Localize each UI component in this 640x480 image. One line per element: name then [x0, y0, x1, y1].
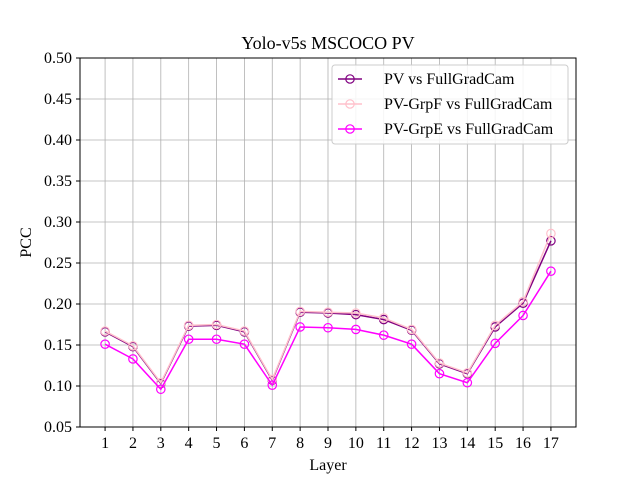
- data-point: [351, 324, 361, 335]
- legend-label: PV vs FullGradCam: [384, 71, 515, 88]
- data-point: [434, 358, 445, 368]
- data-point: [462, 368, 473, 378]
- y-tick-label: 0.40: [44, 132, 72, 149]
- data-point: [434, 368, 445, 379]
- legend-swatch-marker: [345, 74, 355, 84]
- y-tick-label: 0.05: [44, 419, 72, 436]
- x-tick-label: 8: [296, 435, 304, 452]
- data-point: [128, 354, 138, 364]
- legend-item: PV-GrpF vs FullGradCam: [338, 96, 553, 113]
- data-point: [378, 330, 389, 340]
- legend-box: [331, 64, 569, 145]
- x-axis-label: Layer: [309, 457, 347, 474]
- y-tick-label: 0.10: [44, 378, 72, 395]
- data-point: [128, 341, 138, 351]
- y-tick-label: 0.50: [44, 50, 72, 67]
- data-point: [490, 320, 500, 331]
- data-point: [239, 326, 250, 336]
- data-point: [100, 326, 110, 336]
- data-point: [100, 339, 110, 349]
- x-tick-label: 14: [459, 435, 475, 452]
- legend-swatch-marker: [345, 99, 355, 109]
- data-point: [406, 339, 417, 349]
- data-point: [546, 266, 556, 276]
- x-tick-label: 1: [101, 435, 109, 452]
- x-tick-label: 15: [487, 435, 503, 452]
- legend-label: PV-GrpF vs FullGradCam: [384, 96, 553, 113]
- x-tick-label: 5: [213, 435, 221, 452]
- data-point: [295, 306, 305, 317]
- y-tick-label: 0.30: [44, 214, 72, 231]
- y-tick-label: 0.35: [44, 173, 72, 190]
- data-point: [518, 310, 528, 321]
- x-tick-label: 4: [185, 435, 193, 452]
- x-tick-label: 10: [348, 435, 364, 452]
- legend-item: PV vs FullGradCam: [338, 71, 515, 88]
- y-tick-label: 0.45: [44, 91, 72, 108]
- data-point: [462, 377, 473, 388]
- y-tick-label: 0.25: [44, 255, 72, 272]
- data-point: [323, 322, 333, 333]
- x-tick-label: 12: [404, 435, 420, 452]
- data-point: [490, 338, 500, 349]
- x-tick-label: 13: [431, 435, 447, 452]
- x-tick-label: 11: [376, 435, 391, 452]
- data-point: [406, 324, 417, 335]
- legend-label: PV-GrpE vs FullGradCam: [384, 121, 554, 138]
- chart-title: Yolo-v5s MSCOCO PV: [241, 33, 414, 53]
- data-point: [211, 319, 222, 330]
- data-point: [546, 228, 556, 239]
- data-point: [518, 296, 528, 307]
- x-tick-label: 7: [268, 435, 276, 452]
- y-axis-label: PCC: [18, 227, 35, 257]
- data-point: [156, 384, 166, 395]
- series-line: [104, 270, 552, 391]
- y-tick-label: 0.20: [44, 296, 72, 313]
- x-tick-label: 16: [515, 435, 531, 452]
- data-point: [183, 334, 194, 345]
- x-tick-label: 3: [157, 435, 165, 452]
- series-2: [100, 228, 556, 388]
- legend-swatch-marker: [345, 124, 355, 134]
- data-point: [351, 308, 361, 318]
- data-point: [546, 236, 556, 246]
- data-point: [211, 334, 222, 345]
- x-tick-label: 6: [240, 435, 248, 452]
- y-tick-label: 0.15: [44, 337, 72, 354]
- x-tick-label: 9: [324, 435, 332, 452]
- series-lines: [100, 228, 556, 395]
- axis-ticks: 1 2 3 4 5 6 7 8 9 10 11 12 13 14 15 16 170.050.100.150.2…: [44, 50, 559, 452]
- data-point: [183, 320, 194, 331]
- data-point: [295, 322, 305, 332]
- data-point: [239, 339, 250, 349]
- series-line: [104, 233, 552, 385]
- legend: PV vs FullGradCam PV-GrpF vs FullGradCam P…: [331, 64, 569, 145]
- x-tick-label: 17: [543, 435, 559, 452]
- data-point: [267, 380, 278, 390]
- series-3: [100, 266, 556, 395]
- legend-item: PV-GrpE vs FullGradCam: [338, 121, 554, 138]
- data-point: [323, 307, 333, 317]
- data-point: [378, 313, 389, 323]
- x-tick-label: 2: [129, 435, 137, 452]
